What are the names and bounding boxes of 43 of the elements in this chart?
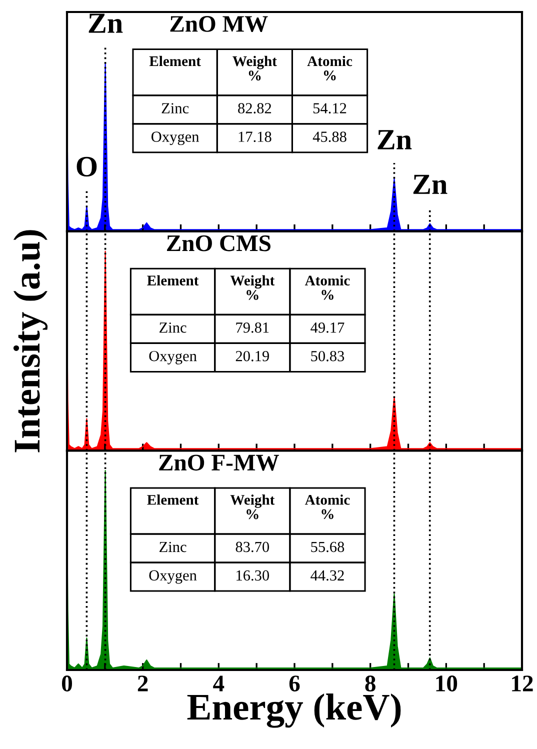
x-tick-label: 0 — [62, 676, 72, 692]
x-tick-label: 10 — [436, 676, 458, 692]
annotation: 44.32 — [310, 570, 344, 581]
annotation: Zinc — [160, 322, 186, 333]
annotation: Atomic % — [304, 275, 350, 300]
y-axis-title: Intensity (a.u) — [13, 230, 48, 452]
chart-title: ZnO MW — [170, 16, 268, 32]
annotation: 79.81 — [236, 322, 269, 333]
annotation: 45.88 — [312, 132, 346, 142]
annotation: Zn — [413, 174, 448, 194]
annotation: Element — [147, 494, 199, 505]
annotation: Atomic % — [304, 494, 350, 520]
annotation: Oxygen — [149, 350, 197, 364]
x-tick-label: 12 — [512, 676, 533, 692]
annotation: 20.19 — [236, 350, 269, 362]
annotation: 55.68 — [311, 542, 344, 552]
x-tick-label: 4 — [213, 676, 224, 692]
annotation: O — [76, 156, 97, 176]
x-tick-label: 2 — [138, 676, 148, 692]
annotation: 50.83 — [311, 350, 344, 362]
annotation: Zinc — [160, 542, 186, 552]
annotation: Zinc — [162, 103, 189, 114]
x-tick-label: 8 — [365, 676, 376, 692]
annotation: Weight % — [232, 56, 277, 81]
x-tick-label: 6 — [289, 676, 300, 692]
annotation: Zn — [88, 14, 123, 33]
annotation: Element — [149, 56, 201, 66]
annotation: Oxygen — [152, 132, 200, 146]
chart-title: ZnO F-MW — [159, 454, 279, 471]
annotation: Oxygen — [149, 570, 197, 584]
annotation: 54.12 — [313, 103, 346, 114]
annotation: Weight % — [230, 494, 275, 520]
annotation: Element — [147, 275, 199, 286]
annotation: Zn — [378, 130, 412, 150]
annotation: 49.17 — [310, 322, 344, 333]
annotation: 83.70 — [236, 542, 270, 552]
chart-title: ZnO CMS — [166, 235, 270, 252]
x-axis-title: Energy (keV) — [187, 693, 401, 728]
annotation: 17.18 — [238, 132, 272, 142]
annotation: 82.82 — [238, 103, 272, 114]
annotation: 16.30 — [236, 570, 270, 581]
annotation: Atomic % — [307, 56, 352, 80]
annotation: Weight % — [230, 275, 275, 300]
